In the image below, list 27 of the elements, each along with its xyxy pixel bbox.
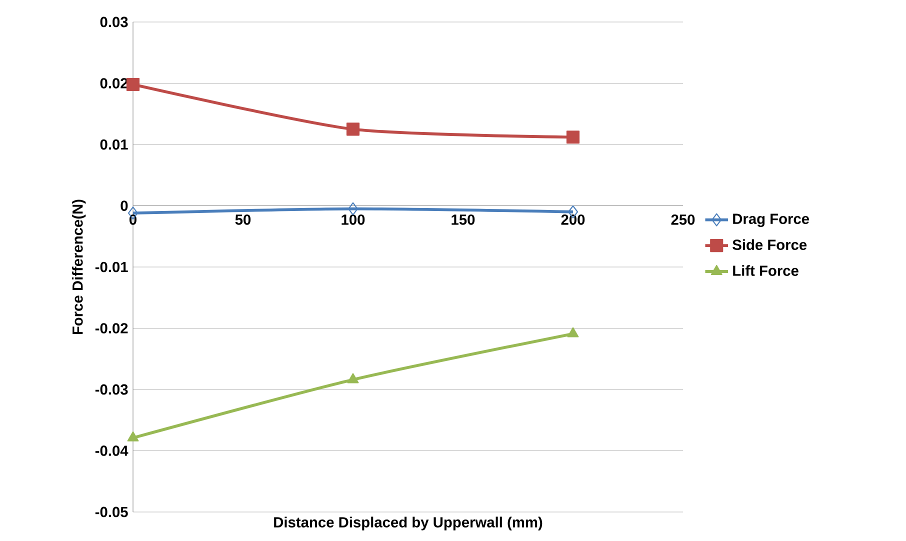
point <box>348 202 358 216</box>
point <box>567 327 579 338</box>
y-tick-label: 0.03 <box>100 16 128 28</box>
y-tick-label: 0 <box>120 200 128 211</box>
y-axis-title: Force Difference(N) <box>72 200 86 334</box>
y-tick-label: -0.04 <box>95 446 128 456</box>
legend-label: Side Force <box>732 239 807 250</box>
point <box>346 122 360 136</box>
x-axis-title: Distance Displaced by Upperwall (mm) <box>274 516 542 530</box>
y-tick-label: -0.01 <box>95 262 128 272</box>
point <box>127 431 139 442</box>
y-tick-label: 0.02 <box>100 78 128 88</box>
x-tick-label: 150 <box>452 214 475 225</box>
legend-label: Drag Force <box>733 214 810 228</box>
point <box>566 130 580 144</box>
point <box>126 78 140 92</box>
y-tick-label: 0.01 <box>100 139 128 150</box>
y-tick-label: -0.05 <box>95 506 128 518</box>
x-tick-label: 50 <box>235 214 251 225</box>
x-tick-label: 0 <box>130 214 136 225</box>
x-tick-label: 100 <box>342 214 365 225</box>
point <box>347 373 359 384</box>
y-tick-label: -0.03 <box>95 384 128 395</box>
x-tick-label: 250 <box>671 214 695 225</box>
y-tick-label: -0.02 <box>95 323 128 334</box>
legend-label: Lift Force <box>733 265 798 276</box>
x-tick-label: 200 <box>561 214 585 225</box>
